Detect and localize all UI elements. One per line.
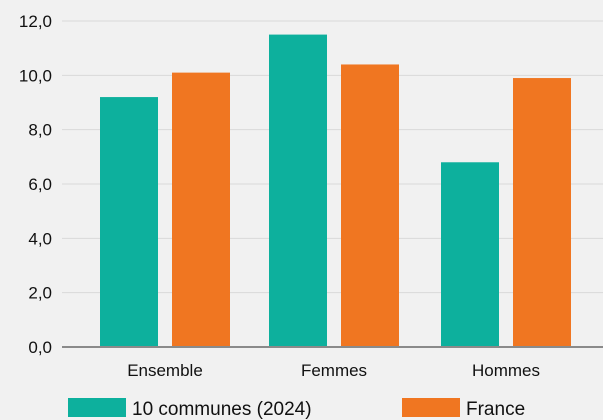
y-tick-label: 8,0 (28, 121, 52, 140)
y-tick-label: 0,0 (28, 338, 52, 357)
y-tick-label: 2,0 (28, 284, 52, 303)
bar-femmes-series-1 (341, 64, 399, 347)
y-tick-label: 10,0 (19, 66, 52, 85)
x-category-labels: Ensemble Femmes Hommes (127, 361, 540, 380)
y-tick-labels: 0,0 2,0 4,0 6,0 8,0 10,0 12,0 (19, 12, 52, 357)
bar-ensemble-series-1 (172, 72, 230, 347)
legend-label: France (466, 399, 525, 420)
legend-swatch (402, 398, 460, 417)
x-category-label: Ensemble (127, 361, 203, 380)
bars-group (100, 34, 571, 348)
bar-hommes-series-1 (513, 78, 571, 348)
x-category-label: Femmes (301, 361, 367, 380)
legend: 10 communes (2024) France (68, 398, 525, 420)
legend-label: 10 communes (2024) (132, 399, 312, 420)
bar-ensemble-series-0 (100, 97, 158, 347)
y-tick-label: 4,0 (28, 229, 52, 248)
bar-femmes-series-0 (269, 34, 327, 347)
y-tick-label: 6,0 (28, 175, 52, 194)
x-category-label: Hommes (472, 361, 540, 380)
legend-swatch (68, 398, 126, 417)
bar-hommes-series-0 (441, 162, 499, 347)
y-tick-label: 12,0 (19, 12, 52, 31)
